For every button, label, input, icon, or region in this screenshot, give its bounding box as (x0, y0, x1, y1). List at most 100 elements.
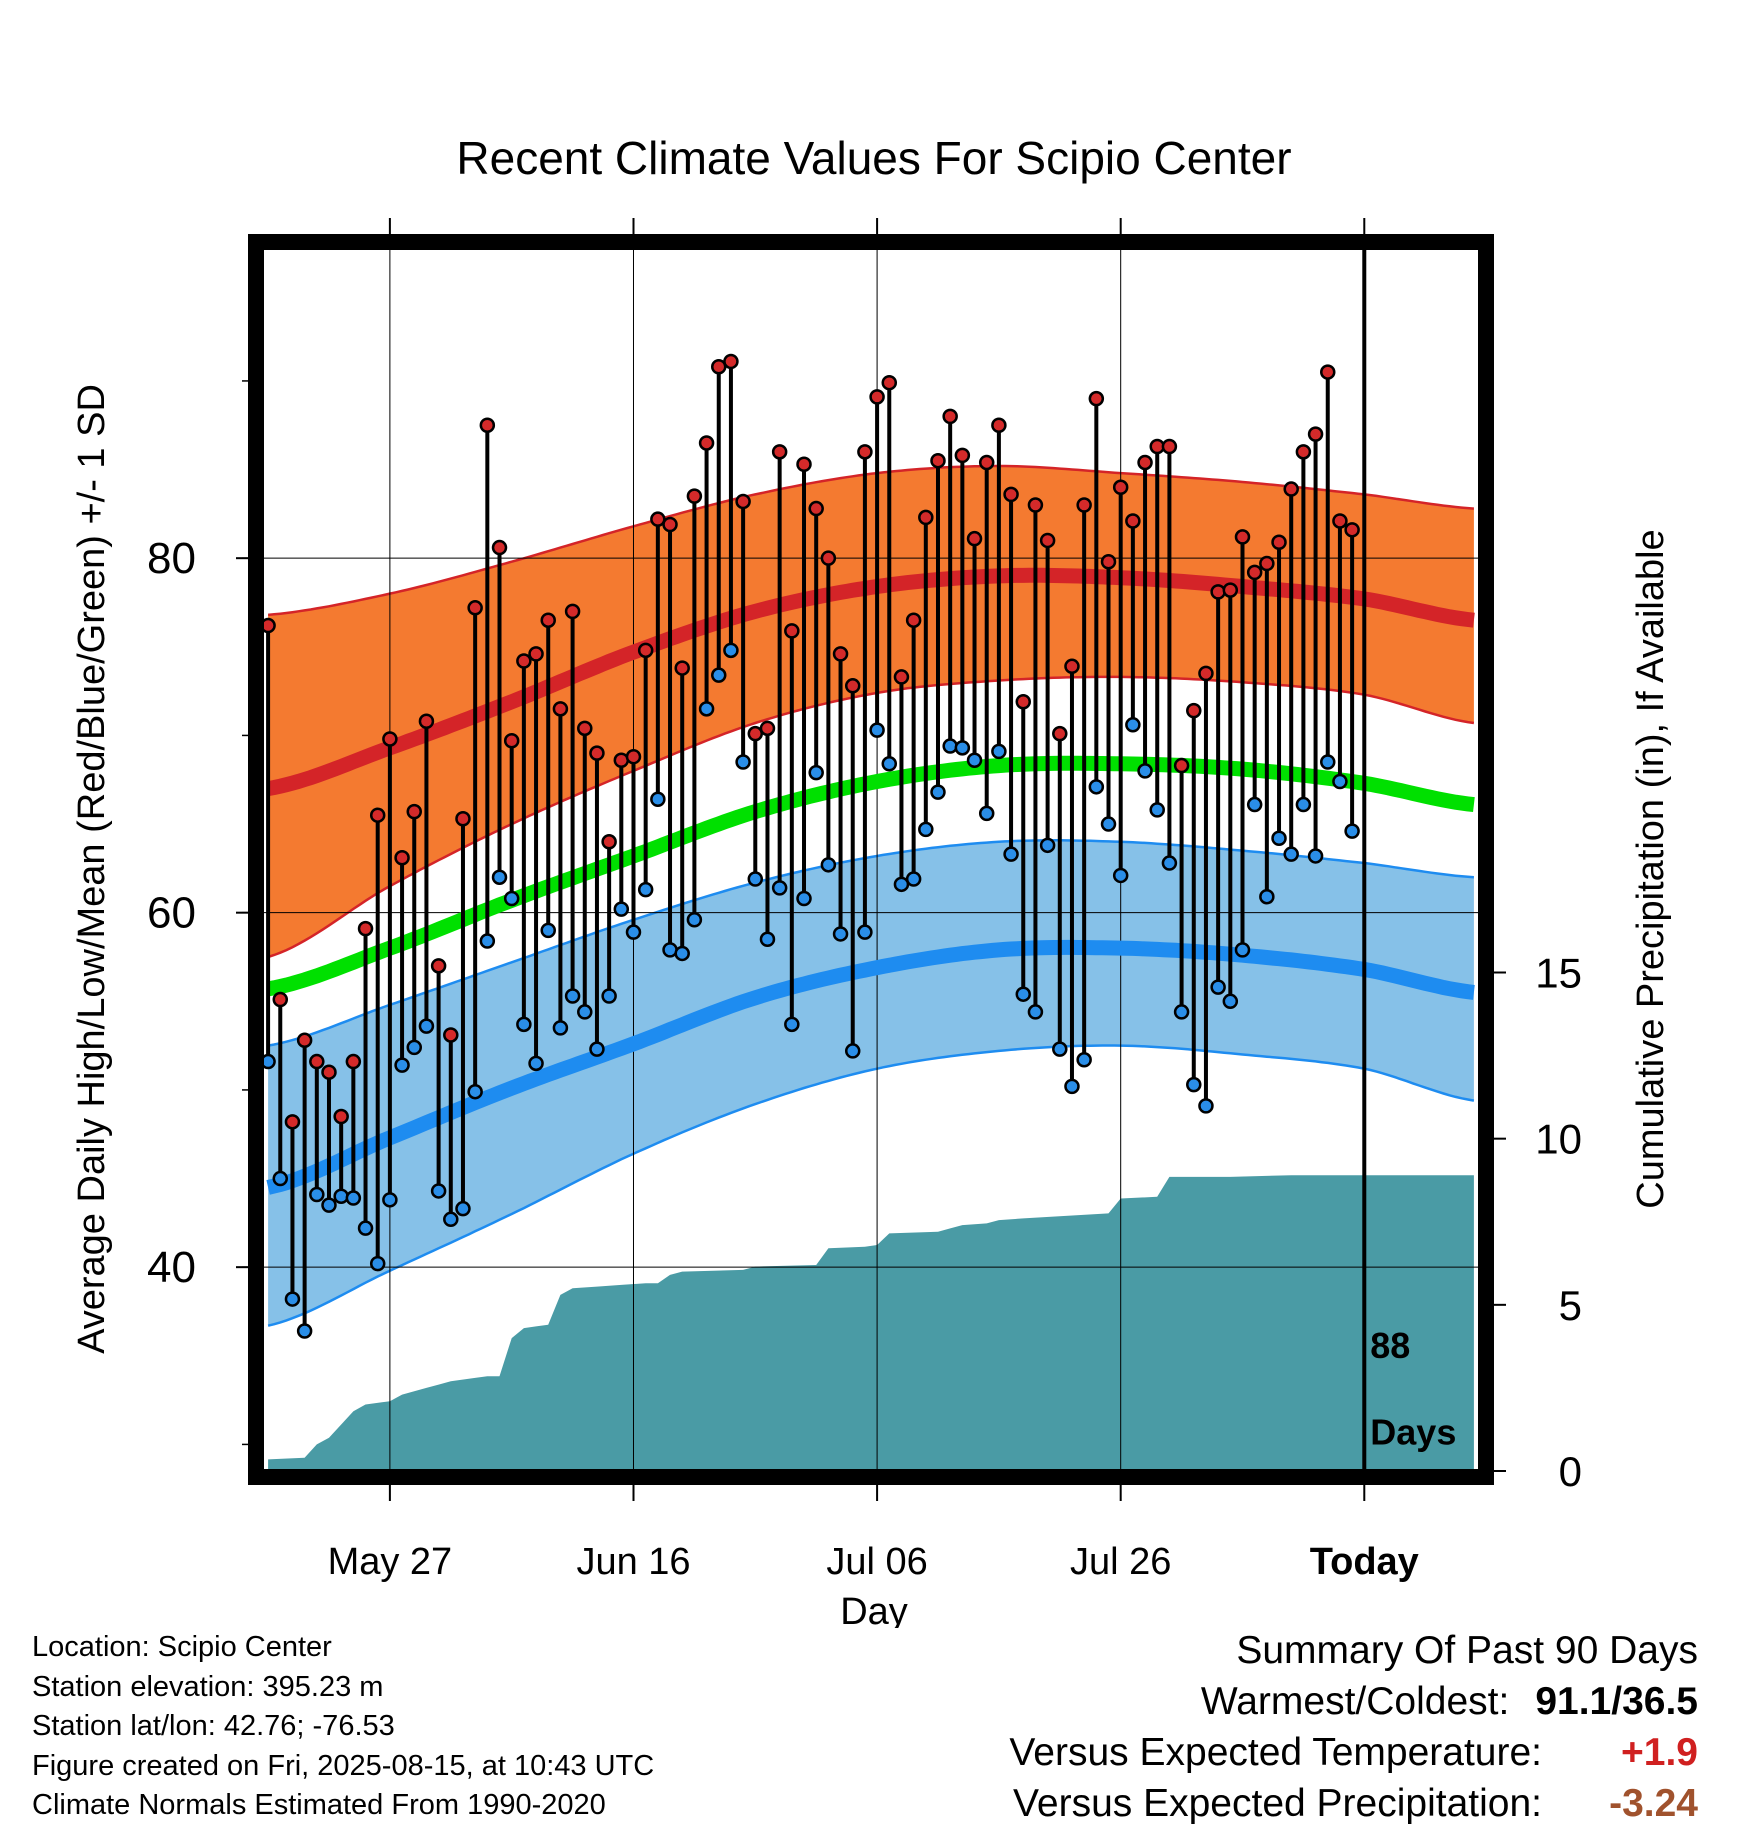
daily-low-point (1149, 802, 1165, 818)
temp-anomaly-label: Versus Expected Temperature: (1009, 1731, 1542, 1774)
daily-low-point (333, 1188, 349, 1205)
daily-high-point (759, 720, 776, 737)
daily-low-point (406, 1039, 422, 1056)
daily-high-point (528, 646, 544, 662)
daily-high-point (516, 653, 532, 669)
y2-tick-label: 10 (1535, 1116, 1582, 1163)
daily-low-point (650, 791, 666, 807)
daily-high-point (1003, 486, 1019, 503)
daily-low-point (1039, 837, 1056, 854)
daily-low-point (272, 1170, 289, 1187)
daily-high-point (479, 417, 496, 433)
daily-low-point (1015, 986, 1031, 1002)
daily-high-point (418, 713, 435, 729)
daily-high-point (966, 530, 983, 547)
normal-high-line (266, 567, 1475, 796)
daily-low-point (637, 881, 654, 898)
daily-low-point (467, 1083, 483, 1100)
daily-low-point (503, 890, 520, 907)
daily-high-point (577, 720, 593, 737)
daily-low-point (1027, 1004, 1044, 1020)
daily-low-point (808, 764, 824, 781)
daily-low-point (345, 1190, 362, 1206)
daily-low-point (905, 871, 922, 887)
daily-high-point (1161, 438, 1178, 455)
daily-low-point (1307, 848, 1324, 864)
daily-high-point (284, 1114, 301, 1130)
daily-high-point (1015, 694, 1031, 710)
daily-low-point (857, 924, 873, 940)
daily-low-point (1222, 993, 1239, 1010)
daily-low-point (771, 880, 788, 896)
daily-high-point (650, 511, 666, 527)
daily-high-point (1125, 513, 1141, 529)
daily-low-point (759, 931, 776, 948)
daily-low-point (1210, 979, 1226, 995)
daily-low-point (357, 1220, 374, 1236)
location-text: Location: Scipio Center (32, 1631, 332, 1663)
daily-low-point (1186, 1076, 1202, 1093)
daily-high-point (905, 612, 922, 628)
daily-low-point (1112, 867, 1129, 884)
daily-high-point (1173, 757, 1190, 774)
daily-low-point (1320, 754, 1336, 770)
daily-low-point (735, 754, 751, 770)
daily-low-point (430, 1183, 447, 1199)
daily-high-point (272, 991, 289, 1008)
today-days-label: Days (1370, 1411, 1456, 1452)
daily-high-point (296, 1032, 313, 1049)
summary-title: Summary Of Past 90 Days (1236, 1629, 1698, 1672)
daily-low-point (564, 988, 581, 1004)
y2-tick-label: 15 (1535, 949, 1582, 996)
daily-low-point (1198, 1098, 1214, 1114)
x-tick-label: May 27 (328, 1541, 453, 1583)
daily-high-point (1198, 665, 1214, 682)
daily-low-point (1271, 830, 1287, 846)
daily-low-point (1088, 779, 1105, 795)
normal-high-lower-line (267, 675, 1475, 959)
daily-high-point (771, 444, 788, 460)
daily-low-point (1076, 1052, 1092, 1068)
x-tick-label: Jul 26 (1070, 1541, 1171, 1583)
daily-high-point (918, 509, 934, 526)
daily-low-point (1137, 763, 1153, 779)
daily-low-point (1064, 1078, 1080, 1095)
daily-high-point (467, 600, 483, 616)
y-tick-label: 40 (147, 1243, 196, 1292)
daily-high-point (1186, 702, 1202, 719)
daily-high-point (844, 678, 861, 694)
daily-high-point (552, 701, 569, 717)
daily-high-point (808, 500, 824, 517)
daily-high-point (406, 803, 422, 820)
daily-low-point (284, 1291, 301, 1307)
daily-low-point (784, 1016, 800, 1033)
daily-low-point (577, 1004, 593, 1020)
daily-low-point (1283, 846, 1299, 862)
daily-high-point (1234, 529, 1251, 545)
daily-low-point (747, 871, 764, 887)
plot-frame (248, 234, 1494, 1485)
daily-low-point (625, 924, 642, 940)
daily-high-point (1100, 553, 1117, 570)
daily-low-point (394, 1057, 410, 1073)
daily-high-point (1064, 658, 1080, 675)
chart-title: Recent Climate Values For Scipio Center (456, 132, 1291, 184)
daily-high-point (345, 1053, 362, 1070)
normals-text: Climate Normals Estimated From 1990-2020 (32, 1789, 606, 1821)
daily-low-point (930, 784, 946, 800)
daily-high-point (1295, 444, 1312, 460)
summary-panel: Summary Of Past 90 Days Warmest/Coldest:… (1009, 1625, 1698, 1829)
daily-high-point (1039, 532, 1056, 549)
daily-high-point (540, 612, 556, 628)
daily-low-point (1246, 796, 1263, 813)
daily-high-point (455, 810, 471, 827)
daily-low-point (966, 752, 983, 768)
daily-high-point (1222, 582, 1239, 598)
x-axis-label: Day (840, 1591, 908, 1628)
daily-high-point (394, 849, 410, 866)
daily-high-point (784, 623, 800, 639)
daily-high-point (601, 834, 617, 850)
daily-high-point (382, 731, 398, 747)
x-tick-label: Today (1310, 1541, 1419, 1583)
daily-low-point (1052, 1041, 1068, 1057)
